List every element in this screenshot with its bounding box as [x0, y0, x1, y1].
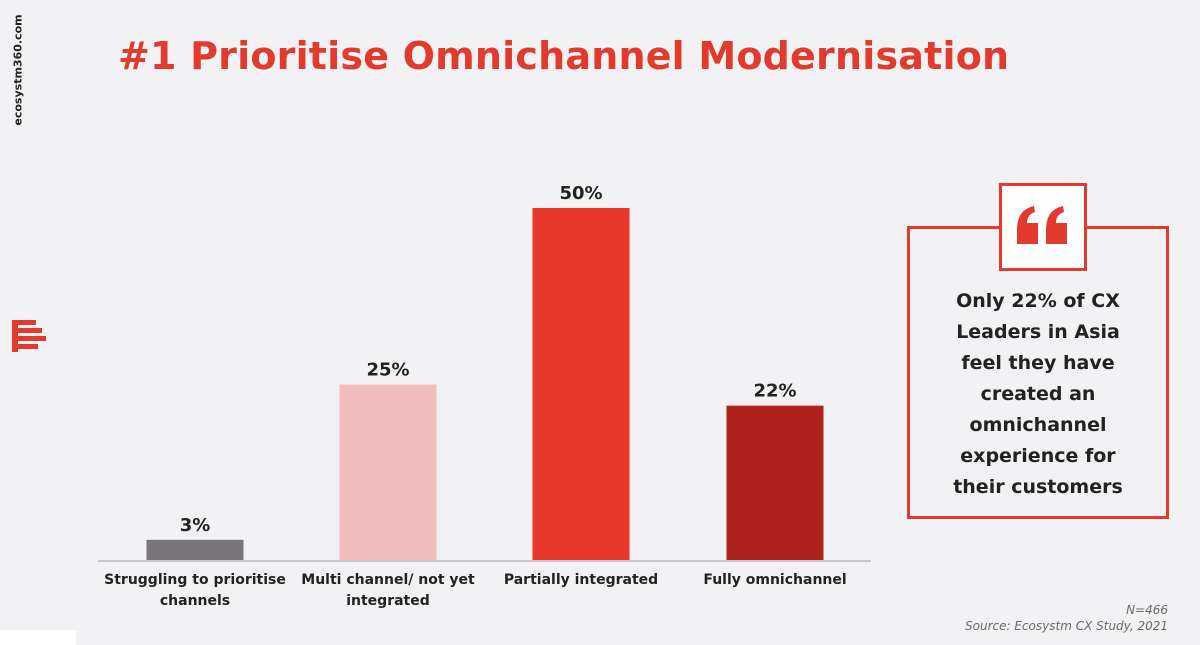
category-label: Struggling to prioritise: [104, 572, 286, 588]
category-label: integrated: [346, 593, 430, 609]
category-label: channels: [160, 593, 230, 609]
callout-text: Only 22% of CX Leaders in Asia feel they…: [910, 286, 1166, 503]
data-label: 22%: [753, 381, 796, 402]
category-label: Multi channel/ not yet: [301, 572, 475, 588]
bar: [146, 539, 244, 561]
bar: [339, 384, 437, 561]
callout-box: [907, 226, 1169, 519]
quote-icon: [1017, 206, 1067, 244]
callout-line: their customers: [953, 476, 1123, 498]
callout-line: Only 22% of CX: [956, 290, 1120, 312]
data-label: 3%: [180, 515, 211, 536]
bar: [726, 405, 824, 561]
callout-line: feel they have: [961, 352, 1115, 374]
category-label: Fully omnichannel: [703, 572, 846, 588]
bar: [532, 208, 630, 561]
quote-badge: [999, 183, 1087, 271]
callout-line: omnichannel: [969, 414, 1107, 436]
callout-line: created an: [980, 383, 1096, 405]
data-label: 25%: [366, 360, 409, 381]
sample-size: N=466: [1126, 603, 1168, 617]
callout-line: experience for: [960, 445, 1116, 467]
footnote: N=466 Source: Ecosystm CX Study, 2021: [965, 602, 1168, 634]
source-note: Source: Ecosystm CX Study, 2021: [965, 619, 1168, 633]
data-label: 50%: [559, 183, 602, 204]
corner-block: [0, 630, 76, 645]
bar-chart: 3% Struggling to prioritise channels 25% Mul…: [98, 183, 871, 609]
page-title: #1 Prioritise Omnichannel Modernisation: [118, 34, 1010, 78]
ecosystm-logo-icon: [12, 320, 46, 352]
category-label: Partially integrated: [504, 572, 658, 588]
callout-line: Leaders in Asia: [956, 321, 1120, 343]
